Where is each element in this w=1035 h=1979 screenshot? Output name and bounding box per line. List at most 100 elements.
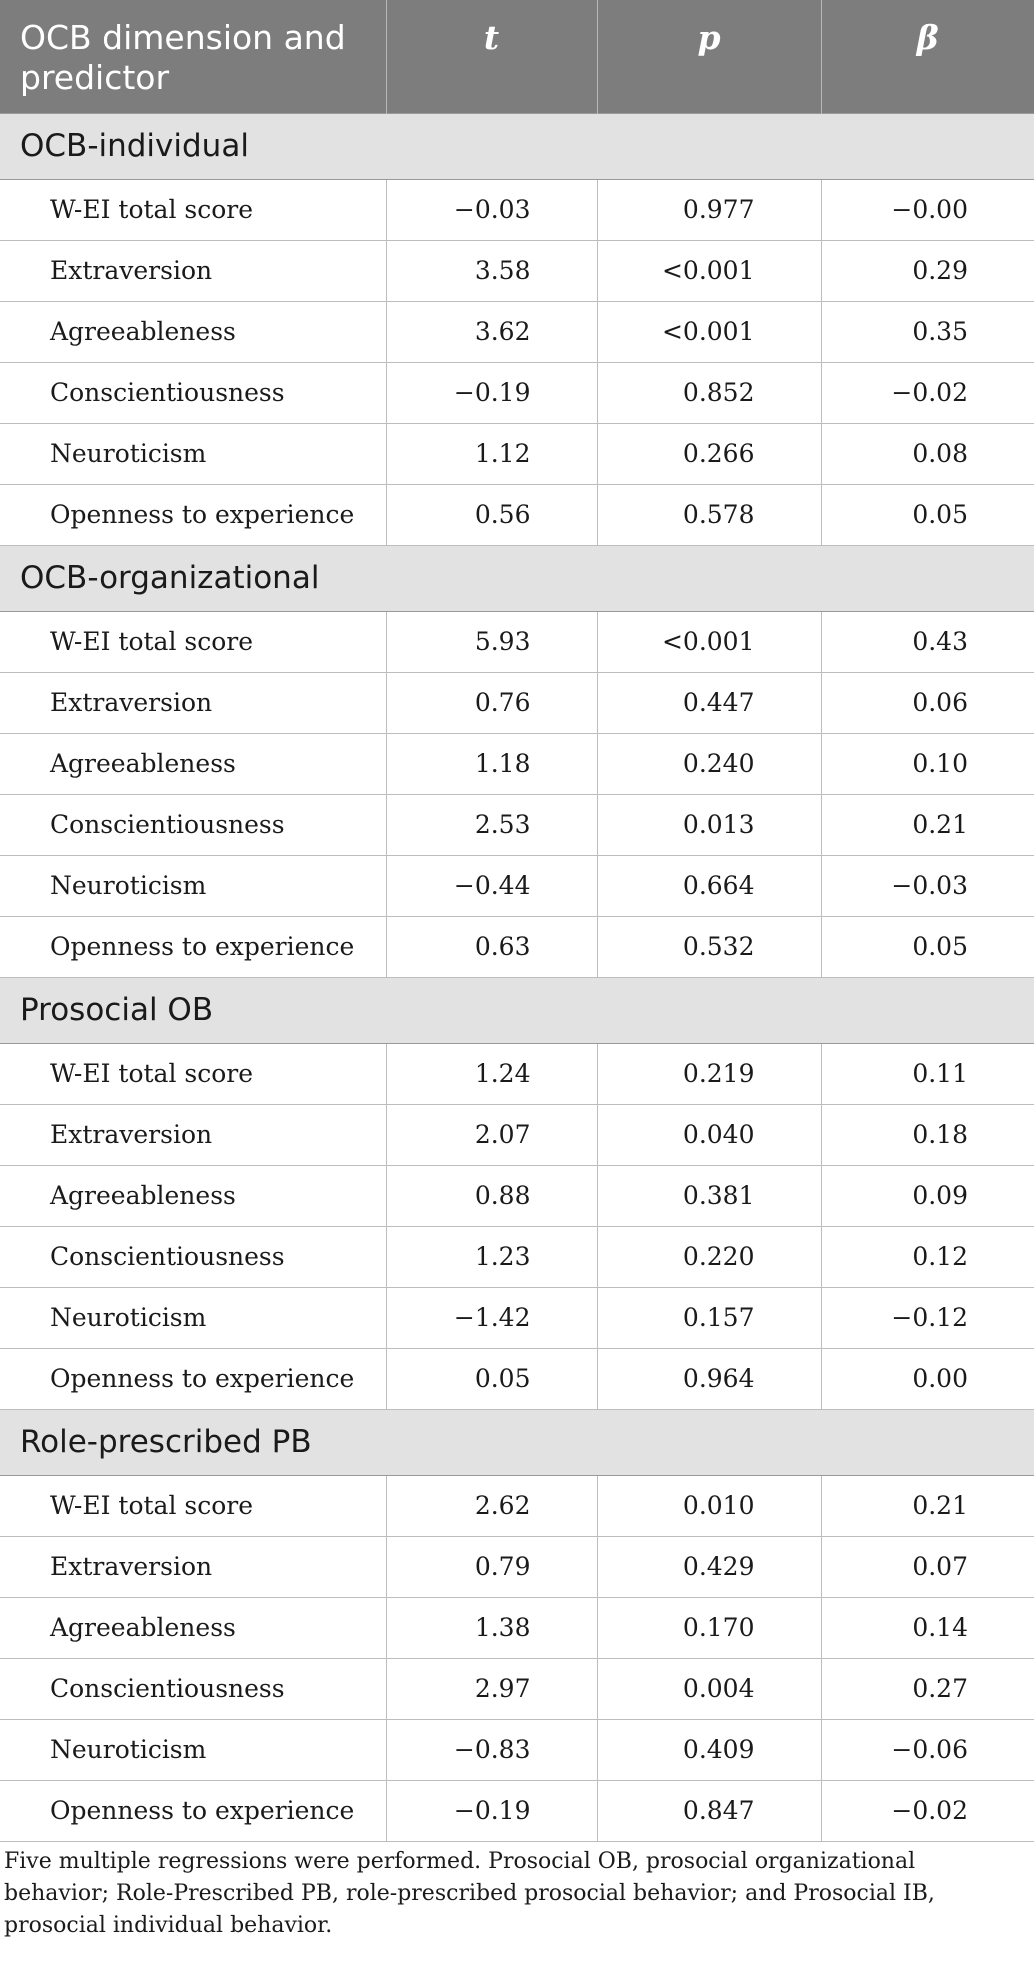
predictor-cell: W-EI total score — [0, 1475, 386, 1537]
p-value-cell: 0.664 — [596, 855, 821, 917]
beta-value-cell: 0.05 — [820, 484, 1034, 546]
predictor-cell: Extraversion — [0, 240, 386, 302]
group-title: OCB-organizational — [0, 544, 1034, 612]
t-value-cell: −0.44 — [385, 855, 597, 917]
beta-value-cell: 0.14 — [820, 1597, 1034, 1659]
t-value-cell: −0.19 — [385, 362, 597, 424]
predictor-cell: Openness to experience — [0, 916, 386, 978]
table-row: Agreeableness 1.38 0.170 0.14 — [0, 1597, 1034, 1659]
p-value-cell: 0.004 — [596, 1658, 821, 1720]
beta-value-cell: 0.35 — [820, 301, 1034, 363]
t-value-cell: −1.42 — [385, 1287, 597, 1349]
p-value-cell: <0.001 — [596, 301, 821, 363]
predictor-cell: Agreeableness — [0, 1597, 386, 1659]
t-value-cell: 2.07 — [385, 1104, 597, 1166]
table-row: Agreeableness 3.62 <0.001 0.35 — [0, 301, 1034, 363]
beta-value-cell: −0.00 — [820, 179, 1034, 241]
table-row: W-EI total score 1.24 0.219 0.11 — [0, 1043, 1034, 1105]
predictor-cell: Neuroticism — [0, 1719, 386, 1781]
group-title: OCB-individual — [0, 112, 1034, 180]
table-row: Openness to experience 0.63 0.532 0.05 — [0, 916, 1034, 978]
group-row: Prosocial OB — [0, 976, 1034, 1044]
table-row: Agreeableness 1.18 0.240 0.10 — [0, 733, 1034, 795]
table-row: Extraversion 2.07 0.040 0.18 — [0, 1104, 1034, 1166]
p-value-cell: 0.040 — [596, 1104, 821, 1166]
t-value-cell: 1.38 — [385, 1597, 597, 1659]
beta-value-cell: 0.12 — [820, 1226, 1034, 1288]
beta-value-cell: 0.09 — [820, 1165, 1034, 1227]
table-body: OCB-individual W-EI total score −0.03 0.977… — [0, 112, 1034, 1842]
table-row: Extraversion 0.76 0.447 0.06 — [0, 672, 1034, 734]
p-value-cell: 0.170 — [596, 1597, 821, 1659]
header-p: p — [596, 0, 821, 113]
beta-value-cell: 0.43 — [820, 611, 1034, 673]
table-row: Agreeableness 0.88 0.381 0.09 — [0, 1165, 1034, 1227]
p-value-cell: 0.220 — [596, 1226, 821, 1288]
table-row: Neuroticism −0.44 0.664 −0.03 — [0, 855, 1034, 917]
predictor-cell: Openness to experience — [0, 1780, 386, 1842]
predictor-cell: W-EI total score — [0, 1043, 386, 1105]
p-value-cell: <0.001 — [596, 240, 821, 302]
beta-value-cell: 0.07 — [820, 1536, 1034, 1598]
t-value-cell: 2.97 — [385, 1658, 597, 1720]
predictor-cell: Agreeableness — [0, 1165, 386, 1227]
predictor-cell: Conscientiousness — [0, 362, 386, 424]
table-row: Neuroticism −1.42 0.157 −0.12 — [0, 1287, 1034, 1349]
predictor-cell: Extraversion — [0, 1536, 386, 1598]
t-value-cell: 1.23 — [385, 1226, 597, 1288]
predictor-cell: Openness to experience — [0, 484, 386, 546]
p-value-cell: 0.219 — [596, 1043, 821, 1105]
p-value-cell: 0.964 — [596, 1348, 821, 1410]
predictor-cell: Extraversion — [0, 1104, 386, 1166]
p-value-cell: 0.532 — [596, 916, 821, 978]
predictor-cell: Conscientiousness — [0, 1226, 386, 1288]
beta-value-cell: 0.08 — [820, 423, 1034, 485]
t-value-cell: 0.79 — [385, 1536, 597, 1598]
table-footnote: Five multiple regressions were performed… — [4, 1849, 935, 1938]
table-row: Conscientiousness 2.53 0.013 0.21 — [0, 794, 1034, 856]
beta-value-cell: 0.00 — [820, 1348, 1034, 1410]
t-value-cell: 0.76 — [385, 672, 597, 734]
header-beta: β — [820, 0, 1034, 113]
p-value-cell: 0.409 — [596, 1719, 821, 1781]
t-value-cell: 2.62 — [385, 1475, 597, 1537]
table-row: Openness to experience 0.56 0.578 0.05 — [0, 484, 1034, 546]
table-row: W-EI total score 2.62 0.010 0.21 — [0, 1475, 1034, 1537]
group-row: OCB-organizational — [0, 544, 1034, 612]
beta-value-cell: 0.29 — [820, 240, 1034, 302]
group-title: Prosocial OB — [0, 976, 1034, 1044]
predictor-cell: Agreeableness — [0, 733, 386, 795]
t-value-cell: −0.19 — [385, 1780, 597, 1842]
group-row: Role-prescribed PB — [0, 1408, 1034, 1476]
header-t: t — [385, 0, 597, 113]
predictor-cell: Neuroticism — [0, 1287, 386, 1349]
predictor-cell: Extraversion — [0, 672, 386, 734]
p-value-cell: 0.013 — [596, 794, 821, 856]
p-value-cell: 0.578 — [596, 484, 821, 546]
t-value-cell: 1.24 — [385, 1043, 597, 1105]
beta-value-cell: −0.06 — [820, 1719, 1034, 1781]
beta-value-cell: −0.03 — [820, 855, 1034, 917]
table-header: OCB dimension and predictor t p β — [0, 0, 1034, 113]
t-value-cell: 1.12 — [385, 423, 597, 485]
table-row: Openness to experience −0.19 0.847 −0.02 — [0, 1780, 1034, 1842]
beta-value-cell: 0.21 — [820, 1475, 1034, 1537]
beta-value-cell: 0.11 — [820, 1043, 1034, 1105]
t-value-cell: 0.05 — [385, 1348, 597, 1410]
header-row: OCB dimension and predictor t p β — [0, 0, 1034, 113]
predictor-cell: Conscientiousness — [0, 1658, 386, 1720]
p-value-cell: <0.001 — [596, 611, 821, 673]
beta-value-cell: 0.05 — [820, 916, 1034, 978]
group-title: Role-prescribed PB — [0, 1408, 1034, 1476]
table-row: Conscientiousness 2.97 0.004 0.27 — [0, 1658, 1034, 1720]
table-row: W-EI total score −0.03 0.977 −0.00 — [0, 179, 1034, 241]
t-value-cell: 5.93 — [385, 611, 597, 673]
p-value-cell: 0.447 — [596, 672, 821, 734]
t-value-cell: 2.53 — [385, 794, 597, 856]
predictor-cell: Neuroticism — [0, 855, 386, 917]
t-value-cell: 1.18 — [385, 733, 597, 795]
table-row: Openness to experience 0.05 0.964 0.00 — [0, 1348, 1034, 1410]
p-value-cell: 0.266 — [596, 423, 821, 485]
group-row: OCB-individual — [0, 112, 1034, 180]
t-value-cell: 0.63 — [385, 916, 597, 978]
